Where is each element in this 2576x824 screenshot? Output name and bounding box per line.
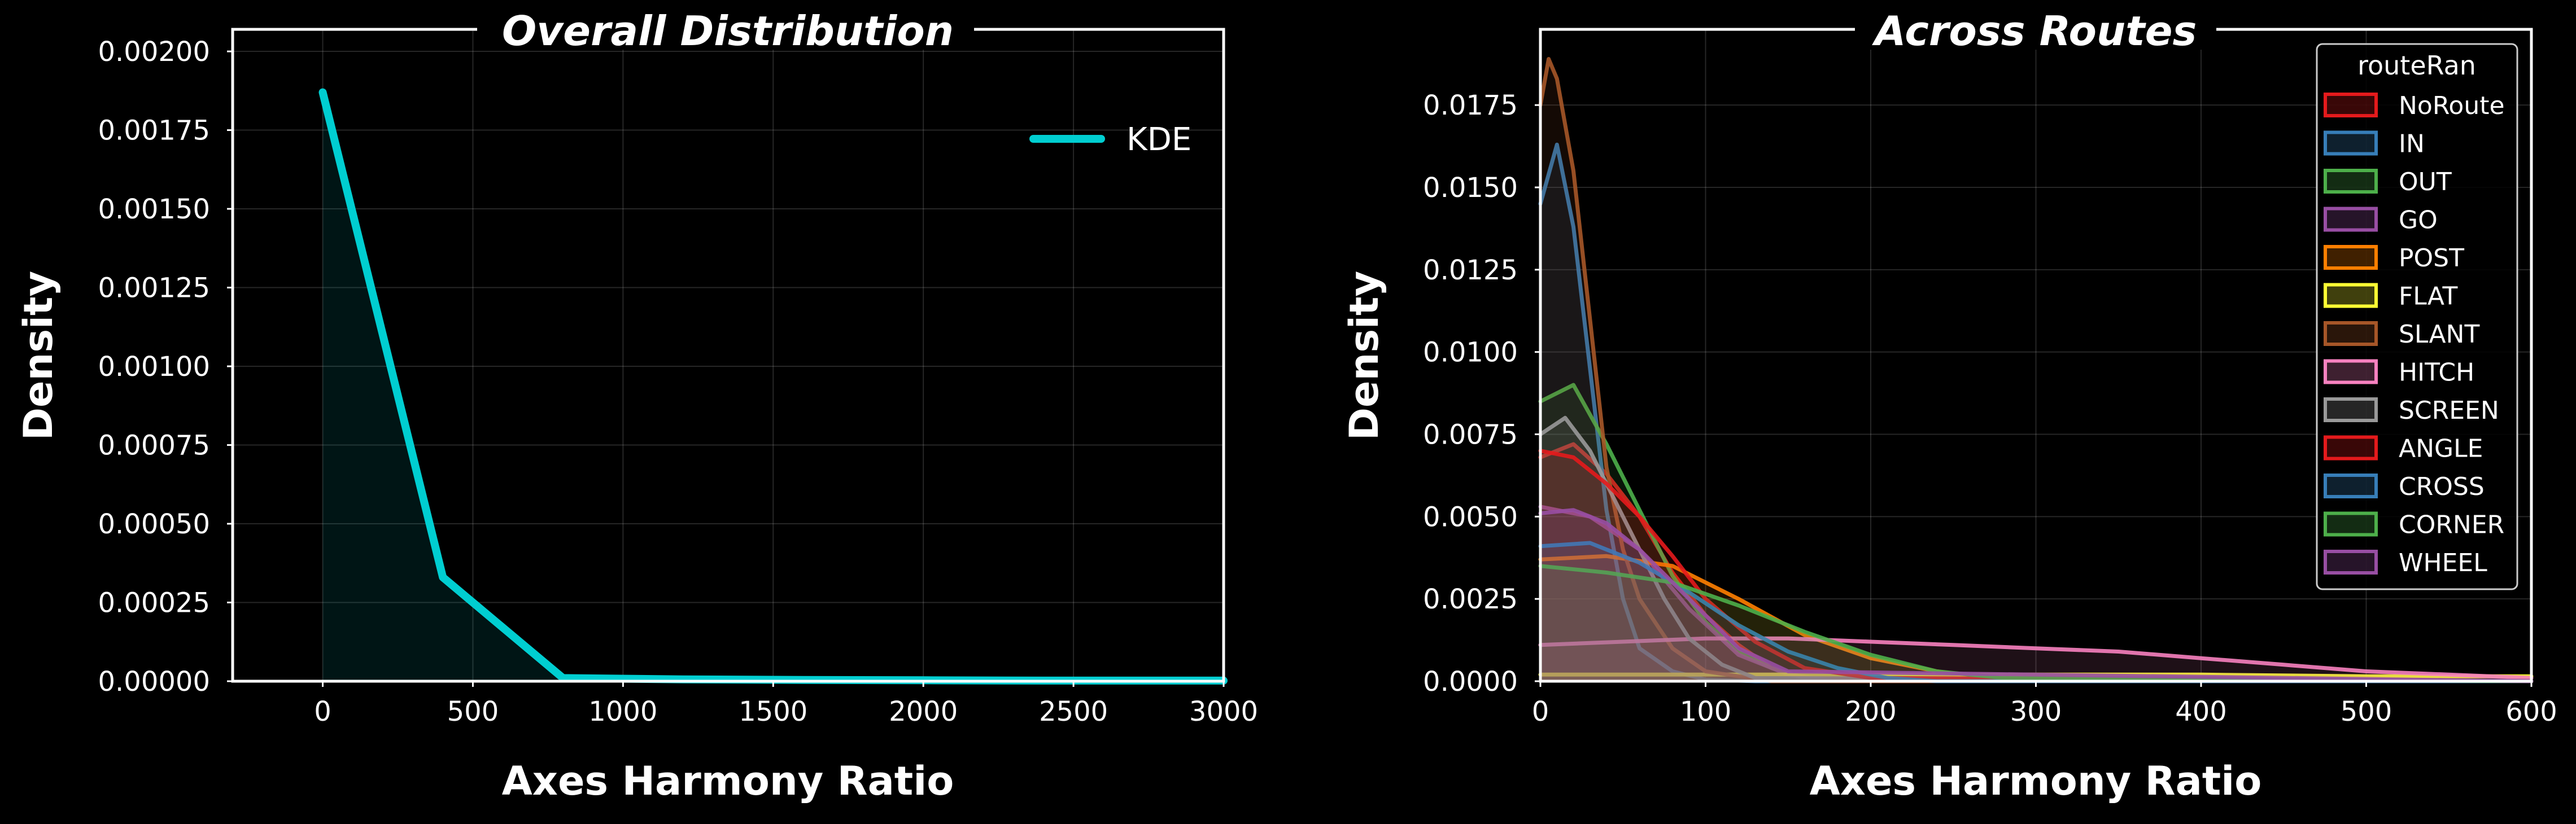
series-area-slant (1540, 59, 2531, 681)
legend-label-noroute: NoRoute (2399, 91, 2505, 120)
y-axis-ticks: 0.0000 0.0025 0.0050 0.0075 0.0100 0.0125 0.01… (1423, 90, 1540, 698)
series-area-screen (1540, 418, 2531, 681)
x-tick-label: 100 (1680, 696, 1732, 727)
series-area-wheel (1540, 510, 2531, 681)
legend-label-slant: SLANT (2399, 320, 2479, 349)
chart-title: Across Routes (1872, 7, 2197, 55)
legend-swatch-wheel (2324, 550, 2378, 575)
title-backdrop (477, 10, 974, 50)
legend-label-screen: SCREEN (2399, 396, 2499, 425)
series-line-wheel (1538, 508, 2534, 683)
x-tick-label: 2000 (889, 696, 958, 727)
x-tick-label: 1500 (739, 696, 807, 727)
series-area-kde (322, 92, 1224, 682)
x-tick-label: 0 (1532, 696, 1549, 727)
legend-swatch-cross (2324, 474, 2378, 498)
legend: routeRan NoRoute IN OUT GO POST FLAT SLANT HITC… (2316, 43, 2518, 590)
legend-swatch-screen (2324, 397, 2378, 422)
x-tick-label: 200 (1845, 696, 1897, 727)
legend-label-flat: FLAT (2399, 282, 2458, 311)
x-axis-label: Axes Harmony Ratio (502, 758, 954, 804)
x-tick-label: 300 (2010, 696, 2062, 727)
y-tick-label: 0.0150 (1423, 172, 1518, 204)
y-tick-label: 0.0025 (1423, 584, 1518, 615)
series-line-slant (1538, 57, 2534, 683)
y-tick-label: 0.0175 (1423, 90, 1518, 121)
legend-title: routeRan (2357, 50, 2476, 81)
y-tick-label: 0.00200 (98, 36, 211, 68)
legend-label-wheel: WHEEL (2399, 549, 2487, 577)
legend-label-hitch: HITCH (2399, 358, 2474, 387)
legend-label-kde: KDE (1127, 121, 1191, 158)
y-axis-ticks: 0.00000 0.00025 0.00050 0.00075 0.00100 0.001… (98, 36, 233, 698)
y-tick-label: 0.0100 (1423, 337, 1518, 369)
series-area-corner (1540, 566, 2531, 681)
y-axis-label: Density (1341, 271, 1387, 440)
legend-swatch-post (2324, 245, 2378, 270)
across-routes-panel: 0 100 200 300 400 500 600 0.00000.00250.00500.… (1341, 7, 2557, 804)
y-tick-label: 0.0000 (1423, 666, 1518, 698)
y-tick-label: 0.0075 (1423, 419, 1518, 451)
y-tick-label: 0.00050 (98, 509, 211, 540)
legend-label-cross: CROSS (2399, 472, 2485, 501)
series-area-cross (1540, 543, 2531, 681)
chart-title: Overall Distribution (502, 7, 954, 55)
x-tick-label: 1000 (588, 696, 657, 727)
x-tick-label: 3000 (1189, 696, 1258, 727)
series-area-go (1540, 506, 2531, 681)
legend-swatch-out (2324, 169, 2378, 194)
series-area-noroute (1540, 444, 2531, 681)
y-tick-label: 0.00175 (98, 115, 211, 147)
x-tick-label: 0 (314, 696, 331, 727)
y-tick-label: 0.00075 (98, 430, 211, 462)
y-tick-label: 0.00150 (98, 194, 211, 225)
y-tick-label: 0.00100 (98, 351, 211, 383)
legend-items: NoRoute IN OUT GO POST FLAT SLANT HITCH SCREEN AN… (2324, 91, 2505, 577)
legend-label-corner: CORNER (2399, 511, 2504, 540)
legend-label-post: POST (2399, 244, 2464, 273)
series-line-cross (1538, 541, 2534, 683)
x-axis-ticks: 0 100 200 300 400 500 600 (1532, 681, 2557, 727)
legend-swatch-hitch (2324, 359, 2378, 384)
x-axis-ticks: 0 500 1000 1500 2000 2500 3000 (314, 681, 1258, 727)
legend-swatch-angle (2324, 435, 2378, 461)
series-area-angle (1540, 450, 2531, 681)
y-axis-label: Density (15, 271, 62, 440)
x-tick-label: 2500 (1039, 696, 1108, 727)
x-tick-label: 500 (2341, 696, 2392, 727)
legend-swatch-go (2324, 207, 2378, 232)
series-line-hitch (1538, 636, 2534, 680)
legend-swatch-corner (2324, 511, 2378, 537)
x-tick-label: 500 (447, 696, 499, 727)
series-line-screen (1538, 415, 2534, 683)
y-tick-label: 0.00125 (98, 273, 211, 304)
legend: KDE (1029, 121, 1191, 158)
y-tick-label: 0.00025 (98, 588, 211, 619)
legend-swatch-slant (2324, 321, 2378, 346)
legend-label-in: IN (2399, 130, 2425, 159)
overall-distribution-panel: 0 500 1000 1500 2000 2500 3000 0.000000.000250… (15, 7, 1258, 804)
legend-swatch-flat (2324, 283, 2378, 308)
legend-label-out: OUT (2399, 168, 2452, 196)
y-tick-label: 0.00000 (98, 666, 211, 698)
legend-swatch-noroute (2324, 93, 2378, 117)
legend-frame (2316, 43, 2518, 590)
x-tick-label: 600 (2505, 696, 2557, 727)
y-tick-label: 0.0125 (1423, 255, 1518, 286)
x-axis-label: Axes Harmony Ratio (1810, 758, 2262, 804)
title-backdrop (1855, 10, 2216, 50)
legend-swatch-in (2324, 130, 2378, 156)
plot-marks (1538, 57, 2534, 683)
legend-label-angle: ANGLE (2399, 435, 2483, 463)
series-area-out (1540, 385, 2531, 681)
x-tick-label: 400 (2175, 696, 2227, 727)
y-tick-label: 0.0050 (1423, 501, 1518, 533)
legend-label-go: GO (2399, 206, 2438, 235)
